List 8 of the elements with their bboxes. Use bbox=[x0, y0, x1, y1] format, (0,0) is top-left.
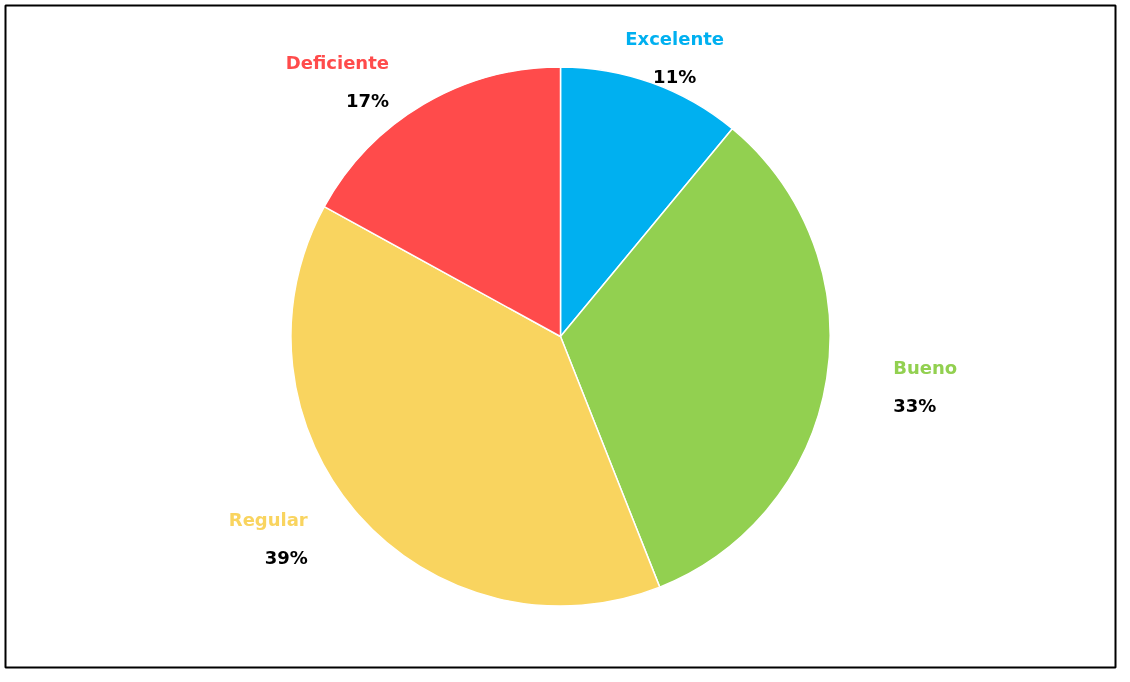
slice-label: Regular bbox=[228, 508, 308, 530]
data-label: 11% bbox=[653, 65, 697, 87]
slice-label: Deficiente bbox=[285, 51, 389, 73]
slice-label: Excelente bbox=[625, 27, 725, 49]
data-label: 17% bbox=[345, 89, 389, 111]
data-label: 39% bbox=[264, 546, 308, 568]
data-label: 33% bbox=[893, 395, 937, 417]
slice-label: Bueno bbox=[893, 357, 958, 379]
